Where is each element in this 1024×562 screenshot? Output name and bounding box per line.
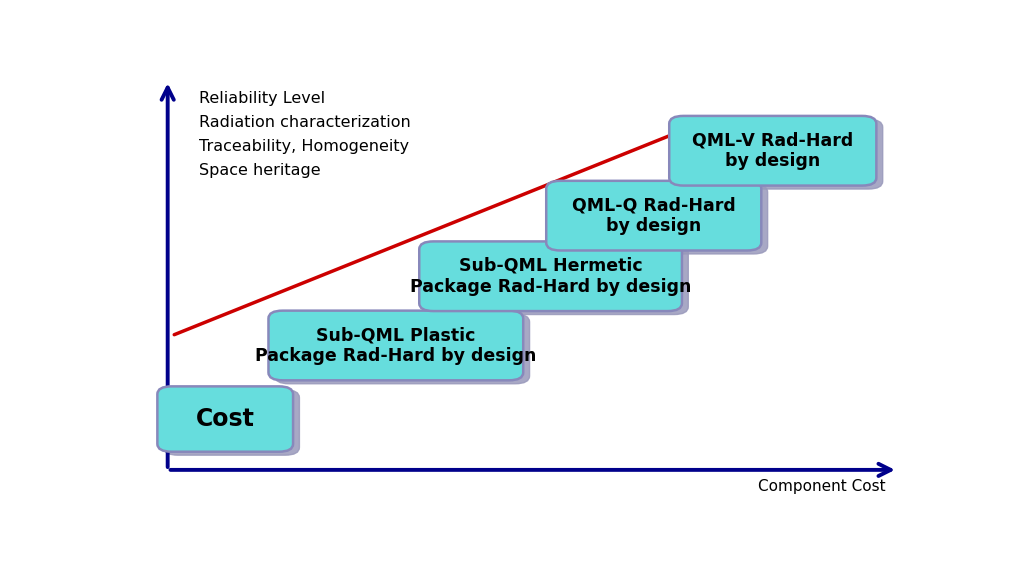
- FancyBboxPatch shape: [546, 181, 761, 251]
- Text: Space heritage: Space heritage: [200, 162, 322, 178]
- Text: Traceability, Homogeneity: Traceability, Homogeneity: [200, 139, 410, 154]
- FancyBboxPatch shape: [164, 390, 299, 455]
- Text: Cost: Cost: [196, 407, 255, 431]
- Text: Sub-QML Hermetic
Package Rad-Hard by design: Sub-QML Hermetic Package Rad-Hard by des…: [410, 257, 691, 296]
- Text: Radiation characterization: Radiation characterization: [200, 115, 412, 130]
- FancyBboxPatch shape: [274, 314, 529, 384]
- Text: Sub-QML Plastic
Package Rad-Hard by design: Sub-QML Plastic Package Rad-Hard by desi…: [255, 326, 537, 365]
- FancyBboxPatch shape: [158, 386, 293, 452]
- Text: Reliability Level: Reliability Level: [200, 91, 326, 106]
- Text: QML-V Rad-Hard
by design: QML-V Rad-Hard by design: [692, 132, 853, 170]
- Text: QML-Q Rad-Hard
by design: QML-Q Rad-Hard by design: [571, 196, 735, 235]
- FancyBboxPatch shape: [676, 119, 883, 189]
- FancyBboxPatch shape: [670, 116, 877, 185]
- FancyBboxPatch shape: [553, 184, 768, 254]
- FancyBboxPatch shape: [419, 242, 682, 311]
- FancyBboxPatch shape: [426, 245, 688, 315]
- Text: Component Cost: Component Cost: [758, 479, 886, 493]
- FancyBboxPatch shape: [268, 311, 523, 380]
